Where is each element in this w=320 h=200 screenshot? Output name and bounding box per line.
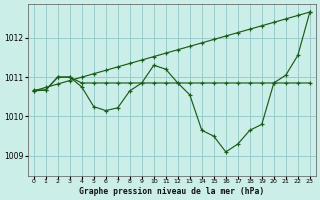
X-axis label: Graphe pression niveau de la mer (hPa): Graphe pression niveau de la mer (hPa) [79,187,264,196]
